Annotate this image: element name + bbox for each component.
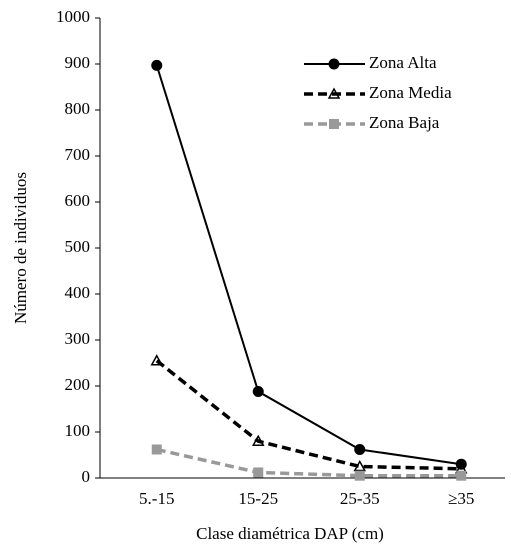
legend-label: Zona Alta — [369, 53, 437, 72]
marker — [354, 470, 365, 481]
y-tick-label: 400 — [65, 283, 91, 302]
marker — [354, 443, 366, 455]
y-tick-label: 0 — [82, 467, 91, 486]
y-axis-label: Número de individuos — [11, 172, 30, 324]
y-tick-label: 800 — [65, 99, 91, 118]
x-axis-label: Clase diamétrica DAP (cm) — [196, 524, 384, 543]
marker — [456, 470, 467, 481]
marker — [150, 354, 164, 366]
y-tick-label: 600 — [65, 191, 91, 210]
marker — [151, 59, 163, 71]
marker — [251, 434, 265, 446]
y-tick-label: 700 — [65, 145, 91, 164]
y-tick-label: 100 — [65, 421, 91, 440]
legend-label: Zona Media — [369, 83, 452, 102]
y-tick-label: 200 — [65, 375, 91, 394]
marker — [327, 87, 341, 99]
data-line — [156, 447, 462, 478]
data-line — [155, 359, 462, 471]
data-line — [155, 65, 462, 466]
x-tick-label: ≥35 — [448, 489, 474, 508]
marker — [328, 58, 340, 70]
legend-label: Zona Baja — [369, 113, 440, 132]
y-tick-label: 1000 — [56, 7, 90, 26]
marker — [252, 386, 264, 398]
marker — [329, 119, 339, 129]
x-tick-label: 5.-15 — [139, 489, 174, 508]
y-tick-label: 300 — [65, 329, 91, 348]
y-tick-label: 900 — [65, 53, 91, 72]
marker — [253, 467, 264, 478]
marker — [353, 459, 367, 472]
x-tick-label: 25-35 — [340, 489, 380, 508]
marker — [151, 444, 162, 455]
y-tick-label: 500 — [65, 237, 91, 256]
x-tick-label: 15-25 — [238, 489, 278, 508]
